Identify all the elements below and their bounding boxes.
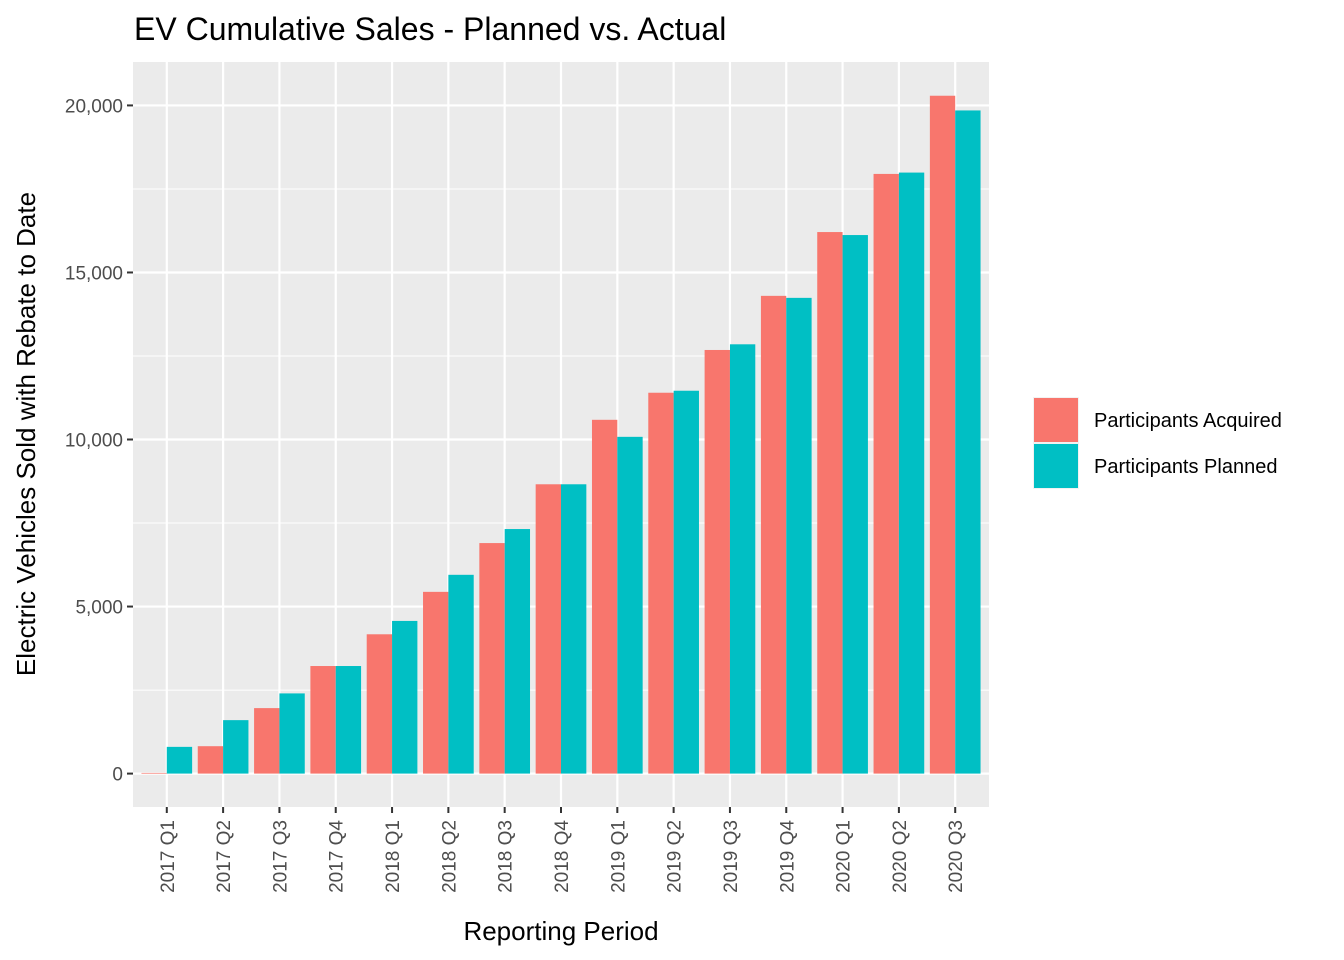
bar-planned — [223, 720, 249, 774]
legend: Participants Acquired Participants Planne… — [1033, 397, 1282, 489]
bar-acquired — [310, 666, 336, 774]
x-tick-label: 2019 Q3 — [721, 820, 742, 893]
legend-label: Participants Planned — [1094, 456, 1277, 478]
x-tick-label: 2020 Q1 — [834, 820, 855, 893]
bar-acquired — [648, 392, 674, 774]
bar-acquired — [197, 746, 224, 774]
y-tick-label: 5,000 — [75, 598, 123, 619]
bar-planned — [392, 620, 418, 774]
bar-acquired — [760, 295, 787, 774]
bar-acquired — [423, 591, 449, 774]
bar-planned — [504, 529, 531, 774]
bar-acquired — [929, 95, 956, 774]
x-tick-label: 2017 Q4 — [327, 820, 348, 893]
bar-acquired — [366, 634, 393, 774]
bar-acquired — [535, 484, 561, 774]
x-axis: 2017 Q1 2017 Q2 2017 Q3 2017 Q4 2018 Q1 2018 … — [158, 807, 967, 893]
y-axis: 0 5,000 10,000 15,000 20,000 — [65, 96, 133, 786]
x-tick-label: 2019 Q4 — [777, 820, 798, 893]
bar-acquired — [479, 543, 505, 774]
bar-planned — [955, 110, 981, 774]
bar-planned — [448, 574, 474, 774]
x-tick-label: 2018 Q1 — [383, 820, 404, 893]
chart-title: EV Cumulative Sales - Planned vs. Actual — [134, 11, 726, 47]
y-axis-title: Electric Vehicles Sold with Rebate to Da… — [11, 192, 41, 676]
x-tick-label: 2019 Q1 — [608, 820, 629, 893]
x-tick-label: 2018 Q4 — [552, 820, 573, 893]
x-tick-label: 2020 Q2 — [890, 820, 911, 893]
bar-planned — [166, 746, 193, 774]
bar-acquired — [704, 349, 730, 774]
bar-planned — [617, 436, 643, 774]
x-axis-title: Reporting Period — [463, 916, 658, 946]
bar-planned — [898, 172, 925, 774]
bar-acquired — [254, 708, 280, 774]
x-tick-label: 2017 Q1 — [158, 820, 179, 893]
bar-acquired — [591, 419, 618, 774]
x-tick-label: 2019 Q2 — [665, 820, 686, 893]
bar-planned — [673, 390, 699, 774]
bar-planned — [561, 484, 587, 774]
x-tick-label: 2018 Q2 — [439, 820, 460, 893]
legend-key-swatch — [1034, 444, 1078, 488]
y-tick-label: 0 — [112, 765, 123, 786]
x-tick-label: 2018 Q3 — [496, 820, 517, 893]
bars — [141, 95, 981, 774]
bar-planned — [729, 344, 756, 774]
y-tick-label: 15,000 — [65, 263, 123, 284]
legend-key-swatch — [1034, 398, 1078, 442]
bar-planned — [279, 693, 305, 774]
bar-planned — [335, 666, 362, 774]
bar-acquired — [817, 232, 843, 774]
x-tick-label: 2017 Q2 — [214, 820, 235, 893]
bar-planned — [786, 297, 812, 774]
bar-acquired — [873, 173, 899, 774]
bar-acquired — [141, 772, 167, 774]
x-tick-label: 2017 Q3 — [270, 820, 291, 893]
bar-planned — [842, 235, 868, 774]
x-tick-label: 2020 Q3 — [946, 820, 967, 893]
legend-label: Participants Acquired — [1094, 410, 1282, 432]
y-tick-label: 10,000 — [65, 431, 123, 452]
y-tick-label: 20,000 — [65, 96, 123, 117]
